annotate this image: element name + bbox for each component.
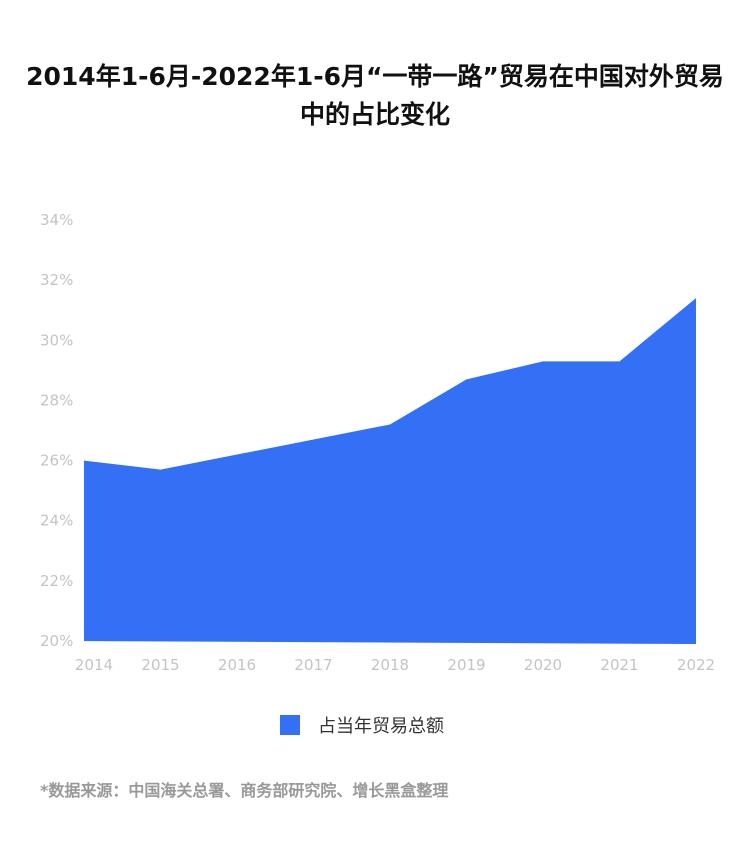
legend-label: 占当年贸易总额	[318, 716, 444, 737]
x-tick-label: 2015	[141, 656, 179, 674]
y-tick-label: 30%	[40, 331, 73, 349]
x-tick-label: 2018	[371, 656, 409, 674]
x-tick-label: 2019	[447, 656, 485, 674]
legend-swatch	[280, 715, 300, 735]
y-tick-label: 28%	[40, 391, 73, 409]
x-tick-label: 2020	[524, 656, 562, 674]
source-note: *数据来源：中国海关总署、商务部研究院、增长黑盒整理	[40, 781, 449, 800]
y-tick-label: 24%	[40, 512, 73, 530]
x-tick-label: 2017	[294, 656, 332, 674]
chart-title: 2014年1-6月-2022年1-6月“一带一路”贸易在中国对外贸易中的占比变化	[26, 62, 724, 129]
x-tick-label: 2016	[218, 656, 256, 674]
y-tick-label: 20%	[40, 632, 73, 650]
x-tick-label: 2022	[677, 656, 715, 674]
y-tick-label: 26%	[40, 452, 73, 470]
legend: 占当年贸易总额	[280, 713, 444, 737]
x-tick-label: 2014	[75, 656, 113, 674]
y-tick-label: 34%	[40, 211, 73, 229]
x-tick-label: 2021	[600, 656, 638, 674]
y-tick-label: 22%	[40, 572, 73, 590]
area-series	[84, 298, 696, 644]
y-tick-label: 32%	[40, 271, 73, 289]
